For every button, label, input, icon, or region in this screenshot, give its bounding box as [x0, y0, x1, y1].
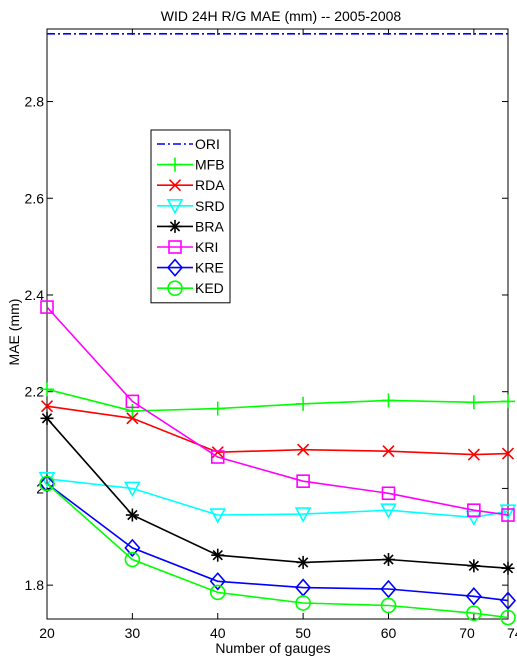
- legend-marker-ked: [167, 280, 183, 297]
- x-tick-label: 50: [295, 625, 311, 641]
- y-tick-label: 1.8: [25, 577, 45, 593]
- data-point-kri: [381, 486, 396, 501]
- x-tick-label: 20: [39, 625, 55, 641]
- x-tick-label: 40: [210, 625, 226, 641]
- data-point-kri: [40, 300, 54, 314]
- data-point-kri: [210, 450, 225, 464]
- data-point-mfb: [381, 393, 396, 408]
- data-point-bra: [40, 411, 54, 425]
- data-point-kre: [499, 591, 517, 610]
- data-point-ked: [209, 584, 226, 601]
- chart-title: WID 24H R/G MAE (mm) -- 2005-2008: [161, 8, 402, 24]
- x-tick-label: 60: [381, 625, 397, 641]
- legend: ORI MFB RDA SRD BRA KRI KRE KED: [150, 129, 231, 304]
- data-point-kre: [38, 474, 56, 493]
- data-point-ked: [380, 597, 397, 614]
- x-tick-label: 74: [507, 625, 517, 641]
- data-point-kri: [467, 503, 481, 517]
- data-point-srd: [499, 504, 517, 520]
- data-point-bra: [296, 555, 310, 569]
- data-point-kri: [125, 394, 140, 409]
- data-point-kre: [209, 572, 226, 591]
- legend-label-ori: ORI: [195, 136, 220, 152]
- x-tick-label: 70: [459, 625, 475, 641]
- legend-label-kre: KRE: [195, 260, 224, 276]
- series-line-ked: [46, 483, 509, 619]
- data-point-bra: [467, 559, 481, 573]
- y-axis-label: MAE (mm): [6, 299, 22, 366]
- data-point-ked: [500, 609, 516, 626]
- legend-marker-srd: [166, 199, 184, 215]
- data-point-mfb: [125, 404, 140, 419]
- data-point-srd: [124, 481, 141, 498]
- data-point-mfb: [210, 401, 225, 416]
- y-tick-label: 2: [36, 480, 44, 496]
- legend-marker-kre: [166, 258, 184, 277]
- data-point-rda: [40, 400, 54, 413]
- data-point-ked: [124, 551, 141, 568]
- series-line-mfb: [46, 388, 509, 412]
- legend-label-mfb: MFB: [195, 157, 225, 173]
- x-axis-label: Number of gauges: [215, 640, 330, 656]
- data-point-mfb: [296, 396, 311, 411]
- data-point-bra: [501, 561, 515, 575]
- data-point-rda: [467, 448, 480, 461]
- legend-label-kri: KRI: [195, 239, 218, 255]
- data-point-bra: [211, 548, 225, 562]
- data-point-ked: [295, 595, 311, 611]
- data-point-kri: [501, 508, 515, 522]
- legend-label-rda: RDA: [195, 177, 225, 193]
- legend-label-bra: BRA: [195, 218, 224, 234]
- data-point-srd: [465, 510, 483, 527]
- data-point-rda: [211, 446, 224, 459]
- data-point-kre: [465, 587, 482, 606]
- data-point-rda: [501, 447, 515, 460]
- legend-marker-rda: [168, 179, 182, 192]
- data-point-kri: [296, 474, 310, 488]
- data-point-rda: [382, 445, 395, 458]
- data-point-srd: [209, 508, 227, 524]
- data-point-mfb: [466, 395, 481, 410]
- data-point-ked: [39, 475, 55, 492]
- axes-frame: [46, 28, 509, 620]
- series-line-rda: [46, 405, 509, 456]
- data-point-bra: [381, 553, 395, 567]
- x-tick-label: 30: [125, 625, 141, 641]
- data-point-rda: [126, 412, 139, 425]
- legend-marker-bra: [168, 219, 182, 233]
- legend-label-ked: KED: [195, 280, 224, 296]
- data-point-ked: [466, 605, 482, 621]
- y-tick-label: 2.8: [25, 94, 45, 110]
- data-point-mfb: [40, 382, 54, 397]
- data-point-rda: [297, 443, 310, 456]
- y-tick-label: 2.4: [25, 287, 45, 303]
- series-line-kre: [46, 482, 509, 602]
- legend-box: [150, 129, 231, 304]
- legend-marker-mfb: [168, 157, 182, 172]
- plot-area: 20 30 40 50 60 70 74 1.8 2 2.2 2.4 2.6 2.8: [25, 28, 517, 641]
- series-line-srd: [46, 478, 509, 519]
- data-point-mfb: [501, 394, 515, 409]
- data-point-srd: [294, 507, 312, 523]
- data-point-kre: [124, 538, 141, 558]
- data-point-kre: [380, 579, 397, 599]
- data-point-bra: [125, 508, 139, 522]
- legend-marker-kri: [168, 240, 182, 254]
- y-tick-label: 2.2: [25, 384, 45, 400]
- y-tick-label: 2.6: [25, 190, 45, 206]
- series-line-kri: [46, 306, 509, 516]
- data-point-srd: [380, 503, 397, 519]
- legend-label-srd: SRD: [195, 198, 225, 214]
